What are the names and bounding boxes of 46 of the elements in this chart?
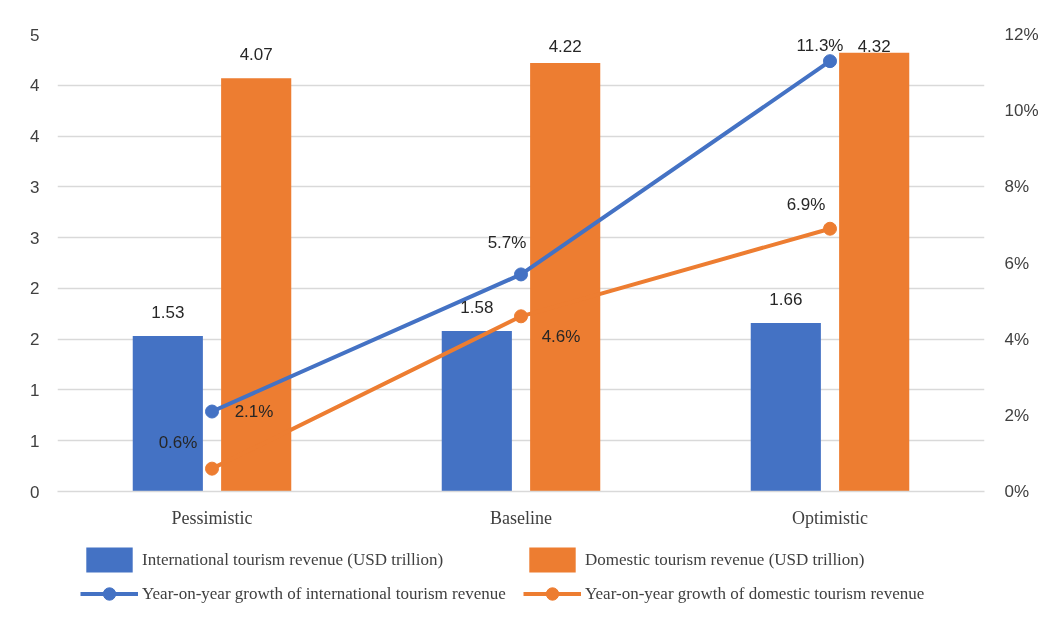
- data-label: 1.58: [460, 298, 494, 318]
- y-tick-label: 0: [30, 482, 40, 502]
- y-tick-label: 1: [30, 380, 40, 400]
- y-tick-label: 5: [30, 25, 40, 45]
- y2-tick-label: 4%: [1004, 329, 1030, 349]
- data-label: 1.53: [151, 303, 185, 323]
- y-tick-label: 2: [30, 279, 40, 299]
- bar: [132, 336, 203, 492]
- y-tick-label: 4: [30, 76, 40, 96]
- y2-tick-label: 10%: [1004, 101, 1039, 121]
- legend-label: Year-on-year growth of international tourism revenue: [142, 583, 507, 604]
- data-label: 0.6%: [158, 433, 198, 453]
- y2-tick-label: 6%: [1004, 253, 1030, 273]
- data-label: 4.07: [239, 45, 273, 65]
- data-label: 11.3%: [796, 36, 844, 55]
- data-label: 5.7%: [487, 232, 527, 252]
- point: [823, 54, 837, 69]
- legend-label: Domestic tourism revenue (USD trillion): [585, 549, 866, 570]
- data-label: 4.32: [857, 36, 891, 56]
- y-tick-label: 3: [30, 228, 40, 248]
- point: [205, 404, 219, 419]
- y-tick-label: 1: [30, 431, 40, 451]
- legend-label: International tourism revenue (USD trillion): [142, 549, 445, 570]
- y2-tick-label: 2%: [1004, 405, 1030, 425]
- point: [205, 461, 219, 476]
- data-label: 2.1%: [234, 402, 274, 422]
- x-tick-label: Pessimistic: [171, 507, 253, 528]
- legend-label: Year-on-year growth of domestic tourism revenue: [585, 583, 926, 604]
- data-label: 6.9%: [786, 195, 826, 215]
- x-tick-label: Baseline: [490, 507, 552, 528]
- y-tick-label: 2: [30, 330, 40, 350]
- bar: [750, 322, 821, 492]
- y-tick-label: 3: [30, 177, 40, 197]
- y-tick-label: 4: [30, 127, 40, 147]
- y2-tick-label: 8%: [1004, 177, 1030, 197]
- bar: [441, 331, 512, 492]
- point: [514, 267, 528, 282]
- y2-tick-label: 0%: [1004, 482, 1030, 501]
- point: [514, 309, 528, 324]
- point: [823, 221, 837, 236]
- x-tick-label: Optimistic: [792, 507, 869, 528]
- y2-tick-label: 12%: [1004, 25, 1039, 44]
- bar: [839, 52, 910, 492]
- data-label: 4.6%: [541, 326, 581, 346]
- data-label: 1.66: [769, 289, 803, 309]
- data-label: 4.22: [548, 36, 582, 56]
